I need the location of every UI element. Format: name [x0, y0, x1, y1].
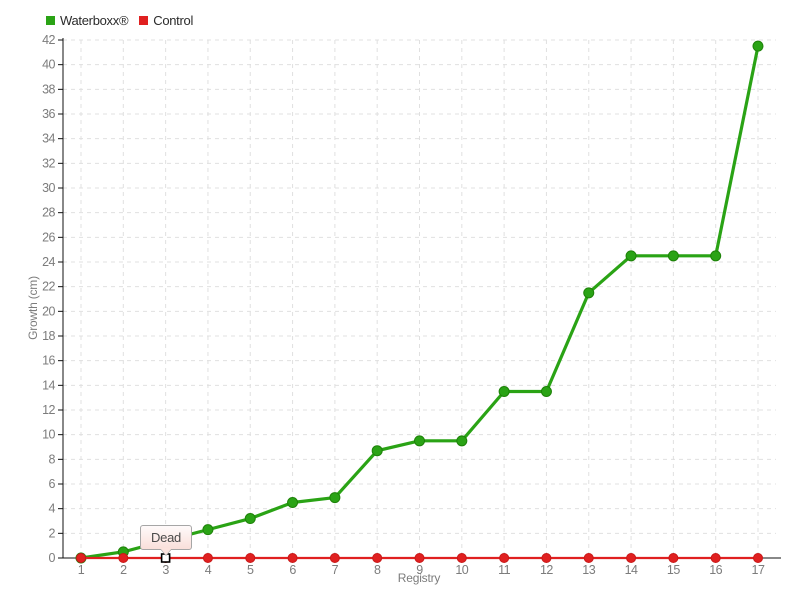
data-point-control-5[interactable]: [245, 553, 256, 563]
data-point-waterboxx-4[interactable]: [202, 524, 214, 536]
x-tick-label: 15: [667, 563, 680, 577]
y-tick-label: 22: [42, 280, 55, 294]
tooltip-text: Dead: [151, 530, 181, 545]
y-tick-label: 8: [49, 452, 56, 466]
y-tick-label: 30: [42, 181, 55, 195]
y-tick-label: 20: [42, 304, 55, 318]
data-point-waterboxx-16[interactable]: [710, 250, 722, 262]
data-point-waterboxx-12[interactable]: [540, 386, 552, 397]
x-tick-label: 5: [247, 563, 254, 577]
control-swatch-icon: [139, 16, 149, 25]
waterboxx-swatch-icon: [46, 16, 55, 25]
data-point-control-12[interactable]: [541, 553, 552, 563]
x-tick-label: 16: [709, 563, 722, 577]
y-tick-label: 36: [42, 107, 55, 121]
data-point-control-16[interactable]: [710, 553, 721, 563]
data-point-waterboxx-13[interactable]: [583, 287, 595, 299]
y-tick-label: 4: [49, 502, 56, 516]
x-tick-label: 7: [332, 563, 339, 577]
data-point-waterboxx-7[interactable]: [329, 492, 341, 504]
x-tick-label: 2: [120, 563, 127, 577]
data-point-waterboxx-9[interactable]: [414, 435, 425, 447]
legend-label-waterboxx: Waterboxx®: [60, 13, 129, 28]
y-tick-label: 2: [49, 526, 56, 540]
y-tick-label: 42: [42, 33, 55, 47]
data-point-control-8[interactable]: [372, 553, 383, 563]
data-point-waterboxx-14[interactable]: [625, 250, 637, 262]
y-tick-label: 12: [42, 403, 55, 417]
x-tick-label: 3: [162, 563, 169, 577]
x-axis-title: Registry: [397, 571, 441, 585]
y-tick-label: 34: [42, 132, 55, 146]
x-tick-label: 10: [455, 563, 468, 577]
data-point-control-14[interactable]: [626, 553, 637, 563]
y-axis-title: Growth (cm): [26, 276, 40, 340]
data-point-control-11[interactable]: [499, 553, 510, 563]
x-tick-label: 11: [498, 563, 511, 577]
data-point-control-17[interactable]: [753, 553, 763, 563]
y-tick-label: 24: [42, 255, 55, 269]
data-point-control-13[interactable]: [583, 553, 594, 563]
y-tick-label: 18: [42, 329, 55, 343]
data-point-control-6[interactable]: [287, 553, 298, 563]
y-tick-label: 38: [42, 82, 55, 96]
legend: Waterboxx® Control: [46, 13, 193, 28]
legend-item-control[interactable]: Control: [139, 13, 193, 28]
y-tick-label: 40: [42, 58, 55, 72]
y-tick-label: 14: [42, 378, 55, 392]
tooltip-arrow-icon: [160, 548, 172, 555]
data-point-waterboxx-17[interactable]: [752, 40, 764, 52]
x-tick-label: 8: [374, 563, 381, 577]
x-tick-label: 17: [752, 563, 765, 577]
y-tick-label: 10: [42, 428, 55, 442]
data-point-waterboxx-15[interactable]: [667, 250, 679, 262]
x-tick-label: 14: [625, 563, 638, 577]
data-point-waterboxx-5[interactable]: [244, 513, 256, 525]
data-point-waterboxx-11[interactable]: [498, 386, 510, 397]
legend-item-waterboxx[interactable]: Waterboxx®: [46, 13, 129, 28]
data-point-waterboxx-8[interactable]: [371, 445, 383, 457]
data-point-control-9[interactable]: [414, 553, 425, 563]
y-tick-label: 16: [42, 354, 55, 368]
data-point-control-1[interactable]: [76, 553, 86, 563]
data-point-control-15[interactable]: [668, 553, 679, 563]
y-tick-label: 32: [42, 156, 55, 170]
legend-label-control: Control: [153, 13, 194, 28]
x-tick-label: 9: [416, 563, 423, 577]
x-tick-label: 1: [78, 563, 85, 577]
x-tick-label: 4: [205, 563, 212, 577]
data-point-control-2[interactable]: [118, 553, 129, 563]
y-tick-label: 0: [49, 551, 56, 565]
x-tick-label: 12: [540, 563, 553, 577]
data-point-control-4[interactable]: [202, 553, 213, 563]
y-tick-label: 28: [42, 206, 55, 220]
data-point-control-7[interactable]: [329, 553, 340, 563]
y-tick-label: 26: [42, 230, 55, 244]
tooltip: Dead: [140, 525, 192, 556]
data-point-waterboxx-10[interactable]: [456, 435, 468, 447]
x-tick-label: 6: [289, 563, 296, 577]
data-point-waterboxx-6[interactable]: [287, 497, 299, 508]
y-tick-label: 6: [49, 477, 56, 491]
data-point-control-10[interactable]: [456, 553, 467, 563]
x-tick-label: 13: [582, 563, 595, 577]
